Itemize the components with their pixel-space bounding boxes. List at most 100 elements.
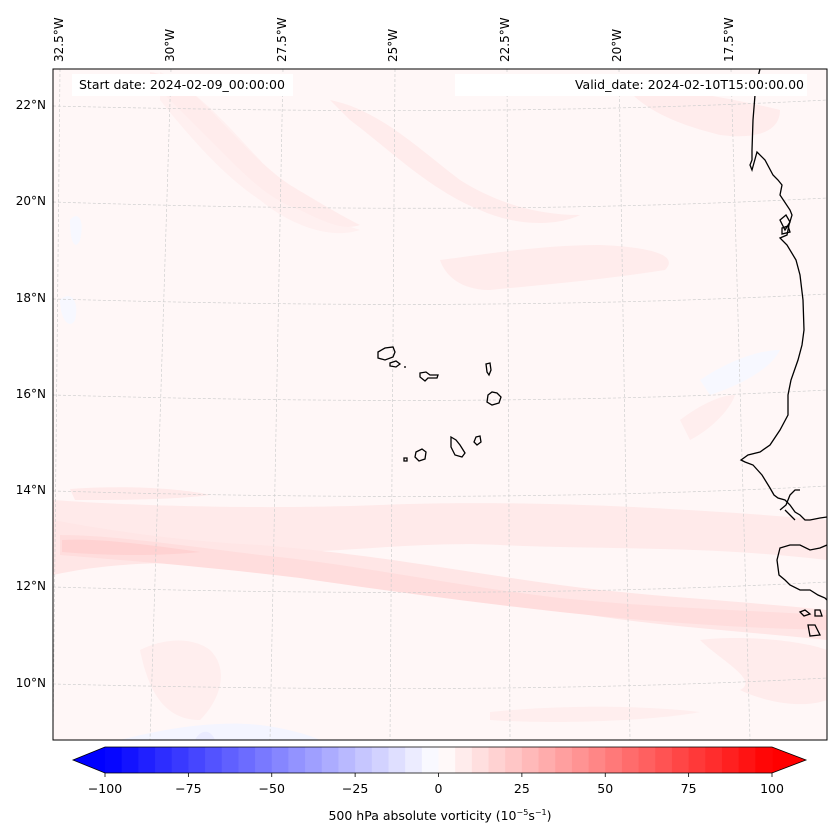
lat-tick-label: 14°N bbox=[15, 483, 46, 497]
lon-tick-label: 30°W bbox=[163, 28, 177, 62]
colorbar-segment bbox=[105, 747, 123, 773]
colorbar-label-text: 500 hPa absolute vorticity (10 bbox=[328, 808, 517, 823]
colorbar-segment bbox=[755, 747, 773, 773]
colorbar-segment bbox=[371, 747, 390, 773]
lon-tick-label: 22.5°W bbox=[498, 17, 512, 62]
colorbar-segment bbox=[138, 747, 156, 773]
meridian-32-5w bbox=[53, 69, 61, 740]
colorbar-segment bbox=[738, 747, 756, 773]
colorbar-tick-label: 75 bbox=[680, 781, 697, 796]
contour-patch bbox=[195, 731, 215, 740]
lat-tick-label: 12°N bbox=[15, 579, 46, 593]
africa-coastline bbox=[739, 69, 827, 521]
colorbar-segment bbox=[171, 747, 189, 773]
colorbar-segment bbox=[688, 747, 706, 773]
colorbar-segment bbox=[671, 747, 690, 773]
lon-tick-label: 27.5°W bbox=[275, 17, 289, 62]
colorbar-segment bbox=[405, 747, 423, 773]
start-date-label: Start date: 2024-02-09_00:00:00 bbox=[72, 74, 293, 96]
parallel-12n bbox=[53, 581, 827, 593]
colorbar-segment bbox=[155, 747, 173, 773]
colorbar-label-exp2: −1 bbox=[534, 808, 547, 817]
colorbar-segment bbox=[188, 747, 206, 773]
colorbar-segment bbox=[571, 747, 590, 773]
colorbar-segment bbox=[638, 747, 656, 773]
meridian-27-5w bbox=[269, 69, 284, 740]
island-maio bbox=[473, 435, 482, 446]
colorbar-segment bbox=[338, 747, 356, 773]
colorbar-segment bbox=[521, 747, 540, 773]
island-fogo bbox=[414, 448, 427, 462]
colorbar-segment bbox=[488, 747, 506, 773]
africa-coastline-south bbox=[776, 544, 827, 601]
parallel-14n bbox=[53, 485, 827, 497]
island-santo-antao bbox=[377, 346, 396, 361]
colorbar-tick-label: 25 bbox=[513, 781, 530, 796]
lat-tick-label: 16°N bbox=[15, 387, 46, 401]
colorbar-segment bbox=[505, 747, 523, 773]
island-brava bbox=[403, 457, 408, 462]
contour-patch bbox=[70, 487, 210, 500]
lon-tick-label: 25°W bbox=[386, 28, 400, 62]
coastline bbox=[377, 69, 827, 637]
colorbar-tick-label: −75 bbox=[175, 781, 202, 796]
colorbar-segment bbox=[255, 747, 273, 773]
colorbar bbox=[71, 746, 808, 777]
contour-patch bbox=[140, 640, 221, 720]
coastal-islands bbox=[798, 609, 823, 637]
parallel-16n bbox=[53, 389, 827, 401]
colorbar-tick-label: −25 bbox=[341, 781, 369, 796]
parallel-20n bbox=[53, 197, 827, 209]
meridian-25w bbox=[389, 69, 396, 740]
parallel-18n bbox=[53, 293, 827, 305]
colorbar-extend-min bbox=[73, 747, 105, 773]
gambia-river bbox=[779, 489, 800, 521]
parallel-10n bbox=[53, 677, 827, 689]
contour-patch bbox=[70, 216, 82, 245]
plot-frame bbox=[52, 68, 828, 741]
island-sao-nicolau bbox=[419, 371, 439, 382]
lon-tick-label: 17.5°W bbox=[722, 17, 736, 62]
island-boa-vista bbox=[486, 391, 502, 406]
contour-patch bbox=[150, 72, 360, 227]
colorbar-segment bbox=[355, 747, 373, 773]
colorbar-segment bbox=[288, 747, 306, 773]
colorbar-segment bbox=[705, 747, 723, 773]
colorbar-label-end: ) bbox=[546, 808, 552, 823]
colorbar-segment bbox=[605, 747, 623, 773]
colorbar-segment bbox=[205, 747, 223, 773]
colorbar-segment bbox=[655, 747, 673, 773]
colorbar-tick-label: 100 bbox=[760, 781, 784, 796]
colorbar-segment bbox=[321, 747, 340, 773]
lat-tick-label: 20°N bbox=[15, 194, 46, 208]
parallel-22n bbox=[53, 99, 827, 111]
lat-tick-label: 22°N bbox=[15, 98, 46, 112]
contour-patch bbox=[62, 539, 200, 555]
meridian-20w bbox=[618, 69, 631, 740]
colorbar-segment bbox=[621, 747, 640, 773]
island-santiago bbox=[450, 435, 466, 458]
meridian-30w bbox=[149, 69, 172, 740]
colorbar-label: 500 hPa absolute vorticity (10−5s−1) bbox=[0, 808, 837, 823]
colorbar-segment bbox=[238, 747, 256, 773]
colorbar-tick-label: 50 bbox=[597, 781, 614, 796]
colorbar-tick-label: −50 bbox=[258, 781, 285, 796]
lon-tick-label: 32.5°W bbox=[52, 17, 66, 62]
dakar-lagoon bbox=[779, 214, 791, 235]
gridlines bbox=[53, 69, 827, 740]
meridian-22-5w bbox=[506, 69, 511, 740]
lon-tick-label: 20°W bbox=[610, 28, 624, 62]
island-sao-vicente bbox=[389, 360, 402, 368]
colorbar-segment bbox=[455, 747, 473, 773]
contour-patch bbox=[330, 100, 580, 224]
colorbar-segment bbox=[721, 747, 740, 773]
island-sal bbox=[485, 362, 492, 377]
colorbar-segment bbox=[538, 747, 556, 773]
contour-patch bbox=[490, 706, 700, 723]
colorbar-label-mid: s bbox=[528, 808, 535, 823]
contour-patch bbox=[440, 245, 669, 290]
contour-patch bbox=[60, 535, 827, 630]
colorbar-segment bbox=[555, 747, 573, 773]
lat-tick-label: 18°N bbox=[15, 291, 46, 305]
